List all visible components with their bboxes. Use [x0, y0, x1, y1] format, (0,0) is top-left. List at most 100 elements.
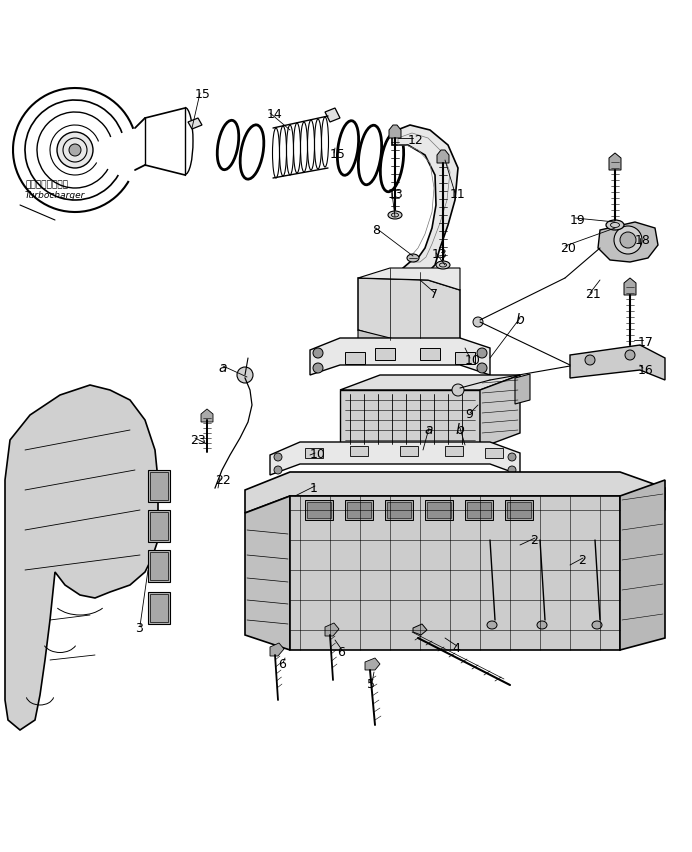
Text: 5: 5 — [367, 678, 375, 692]
Text: a: a — [424, 423, 432, 437]
Bar — [427, 502, 451, 518]
Text: a: a — [218, 361, 226, 375]
Text: 10: 10 — [310, 448, 326, 462]
Bar — [148, 550, 170, 582]
Text: 21: 21 — [585, 289, 601, 302]
Polygon shape — [270, 643, 284, 656]
Text: 13: 13 — [388, 188, 403, 202]
Circle shape — [313, 363, 323, 373]
Polygon shape — [598, 222, 658, 262]
Bar — [347, 502, 371, 518]
Circle shape — [508, 453, 516, 461]
Bar — [150, 472, 168, 500]
Bar — [385, 500, 413, 520]
Ellipse shape — [487, 621, 497, 629]
Bar — [150, 594, 168, 622]
Polygon shape — [325, 108, 340, 122]
Text: 8: 8 — [372, 223, 380, 237]
Polygon shape — [480, 375, 520, 448]
Text: 9: 9 — [465, 408, 473, 422]
Bar — [375, 348, 395, 360]
Circle shape — [274, 453, 282, 461]
Circle shape — [57, 132, 93, 168]
Text: 20: 20 — [560, 241, 576, 255]
Text: 6: 6 — [278, 659, 286, 671]
Bar — [345, 352, 365, 364]
Polygon shape — [365, 658, 380, 670]
Circle shape — [274, 466, 282, 474]
Text: 12: 12 — [408, 134, 424, 147]
Polygon shape — [420, 338, 460, 352]
Polygon shape — [201, 409, 213, 422]
Ellipse shape — [537, 621, 547, 629]
Polygon shape — [358, 268, 460, 290]
Text: 7: 7 — [430, 289, 438, 302]
Bar — [305, 500, 333, 520]
Text: 2: 2 — [530, 533, 538, 546]
Bar — [345, 500, 373, 520]
Polygon shape — [340, 390, 480, 448]
Polygon shape — [515, 374, 530, 404]
Bar — [465, 500, 493, 520]
Circle shape — [625, 350, 635, 360]
Polygon shape — [310, 338, 490, 375]
Text: 1: 1 — [310, 481, 318, 494]
Text: 15: 15 — [195, 89, 211, 101]
Polygon shape — [392, 125, 458, 278]
Text: b: b — [515, 313, 524, 327]
Circle shape — [585, 355, 595, 365]
Bar — [150, 552, 168, 580]
Circle shape — [237, 367, 253, 383]
Bar — [507, 502, 531, 518]
Ellipse shape — [388, 211, 402, 219]
Bar — [445, 446, 463, 456]
Ellipse shape — [606, 220, 624, 230]
Bar — [455, 352, 475, 364]
Bar — [148, 470, 170, 502]
Circle shape — [477, 363, 487, 373]
Text: 18: 18 — [635, 233, 651, 246]
Circle shape — [473, 317, 483, 327]
Bar — [505, 500, 533, 520]
Text: 10: 10 — [465, 354, 481, 366]
Text: 19: 19 — [570, 214, 585, 227]
Text: 14: 14 — [267, 108, 283, 122]
Text: 15: 15 — [330, 148, 346, 162]
Polygon shape — [188, 118, 202, 129]
Circle shape — [508, 466, 516, 474]
Ellipse shape — [407, 254, 419, 262]
Ellipse shape — [436, 261, 450, 269]
Polygon shape — [620, 480, 665, 650]
Polygon shape — [389, 125, 401, 138]
Bar — [425, 500, 453, 520]
Text: Turbocharger: Turbocharger — [25, 192, 85, 200]
Circle shape — [69, 144, 81, 156]
Polygon shape — [624, 278, 636, 295]
Text: 22: 22 — [215, 474, 230, 486]
Circle shape — [452, 384, 464, 396]
Text: 6: 6 — [337, 646, 345, 659]
Text: 16: 16 — [638, 364, 654, 377]
Bar — [467, 502, 491, 518]
Polygon shape — [358, 278, 460, 340]
Polygon shape — [270, 442, 520, 475]
Polygon shape — [245, 496, 290, 650]
Polygon shape — [437, 150, 449, 163]
Text: ターボチャージャ: ターボチャージャ — [25, 181, 68, 189]
Circle shape — [614, 226, 642, 254]
Bar — [305, 448, 323, 458]
Bar — [307, 502, 331, 518]
Polygon shape — [609, 153, 621, 170]
Polygon shape — [340, 375, 520, 390]
Bar — [350, 446, 368, 456]
Ellipse shape — [592, 621, 602, 629]
Text: 2: 2 — [578, 554, 586, 567]
Polygon shape — [290, 496, 620, 650]
Bar — [400, 446, 418, 456]
Polygon shape — [413, 624, 427, 635]
Bar — [420, 348, 440, 360]
Text: 4: 4 — [452, 642, 460, 654]
Text: 11: 11 — [450, 188, 466, 202]
Bar — [148, 510, 170, 542]
Polygon shape — [358, 330, 398, 355]
